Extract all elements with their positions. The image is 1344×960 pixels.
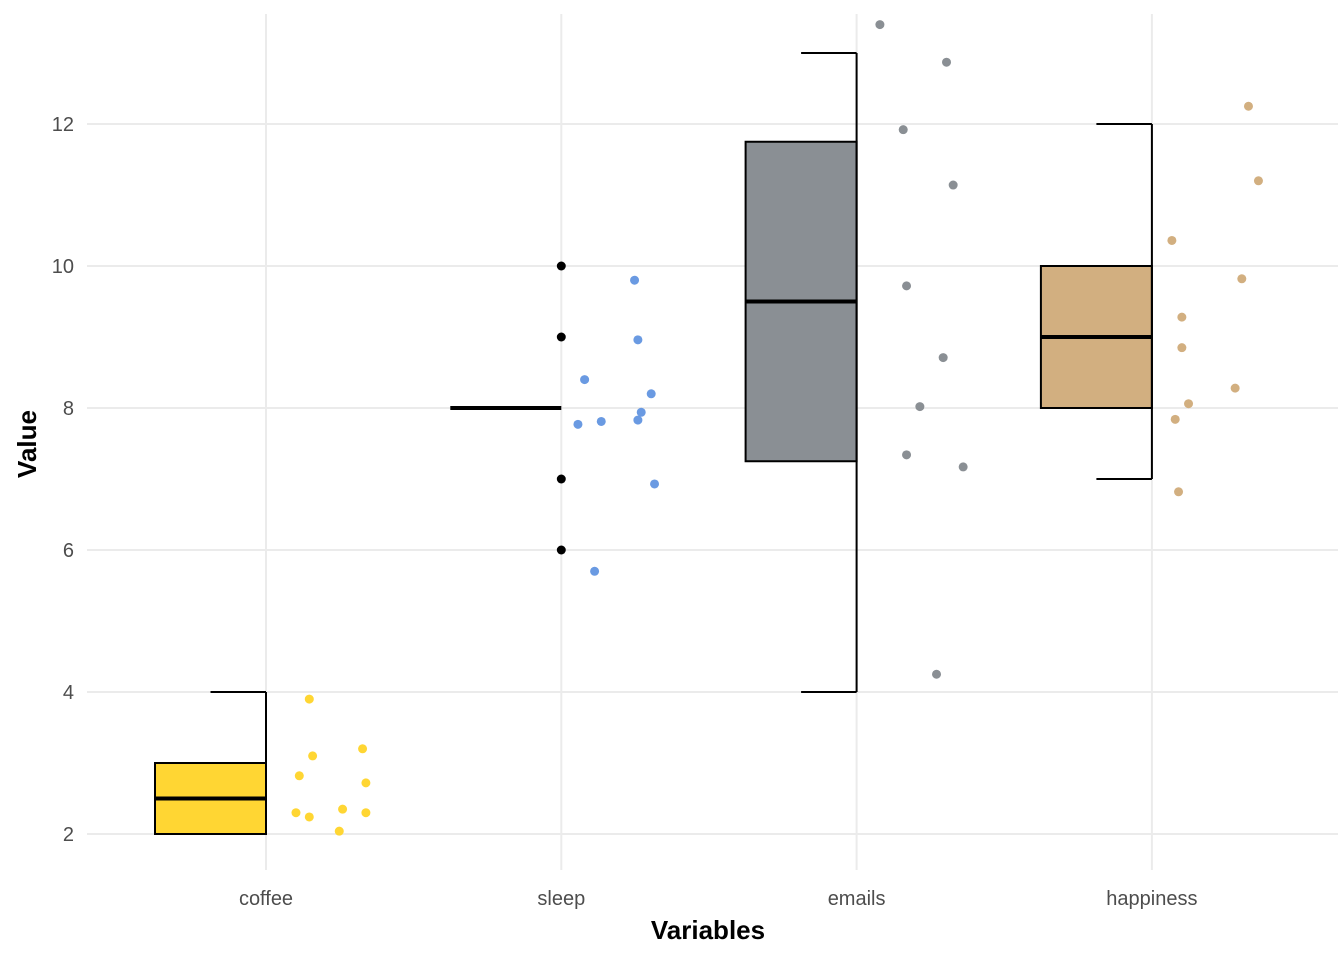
data-point <box>636 407 646 417</box>
data-point <box>1253 176 1263 186</box>
outlier-point <box>556 545 566 555</box>
data-point <box>948 180 958 190</box>
data-point <box>875 20 885 30</box>
x-tick-label-emails: emails <box>828 888 886 910</box>
data-point <box>1167 235 1177 245</box>
box-sleep <box>450 261 566 555</box>
data-point <box>1174 487 1184 497</box>
x-axis-title: Variables <box>651 915 765 945</box>
outlier-point <box>556 474 566 484</box>
box-coffee <box>154 691 267 835</box>
data-point <box>358 744 368 754</box>
y-tick-label: 4 <box>63 682 74 704</box>
data-point <box>902 281 912 291</box>
x-tick-label-sleep: sleep <box>537 888 585 910</box>
box-layer <box>154 52 1153 835</box>
data-point <box>1243 101 1253 111</box>
x-tick-label-coffee: coffee <box>239 888 293 910</box>
data-point <box>902 450 912 460</box>
points-emails <box>875 20 968 679</box>
data-point <box>304 812 314 822</box>
data-point <box>958 462 968 472</box>
box-emails <box>744 52 858 693</box>
data-point <box>361 808 371 818</box>
data-point <box>915 402 925 412</box>
data-point <box>942 57 952 67</box>
y-tick-label: 8 <box>63 398 74 420</box>
data-point <box>596 416 606 426</box>
data-point <box>650 479 660 489</box>
data-point <box>1177 343 1187 353</box>
data-point <box>1177 312 1187 322</box>
data-point <box>633 415 643 425</box>
tick-labels: 2 4 6 8 10 12 coffee sleep emails happiness <box>52 114 1198 910</box>
outlier-point <box>556 261 566 271</box>
data-point <box>294 771 304 781</box>
data-point <box>1170 414 1180 424</box>
data-point <box>898 125 908 135</box>
point-layer <box>291 20 1263 836</box>
data-point <box>573 419 583 429</box>
points-sleep <box>573 275 660 576</box>
points-coffee <box>291 694 371 836</box>
data-point <box>646 389 656 399</box>
data-point <box>932 669 942 679</box>
y-tick-label: 12 <box>52 114 74 136</box>
grid-lines <box>87 14 1338 870</box>
y-tick-label: 6 <box>63 540 74 562</box>
data-point <box>1230 383 1240 393</box>
data-point <box>334 826 344 836</box>
data-point <box>630 275 640 285</box>
data-point <box>633 335 643 345</box>
data-point <box>291 808 301 818</box>
points-happiness <box>1167 101 1263 497</box>
y-tick-label: 10 <box>52 256 74 278</box>
data-point <box>304 694 314 704</box>
outlier-point <box>556 332 566 342</box>
data-point <box>590 566 600 576</box>
data-point <box>580 375 590 385</box>
y-tick-label: 2 <box>63 824 74 846</box>
data-point <box>338 804 348 814</box>
box-happiness <box>1039 123 1153 480</box>
data-point <box>308 751 318 761</box>
x-tick-label-happiness: happiness <box>1106 888 1197 910</box>
data-point <box>1237 274 1247 284</box>
data-point <box>1184 399 1194 409</box>
y-axis-title: Value <box>12 410 42 478</box>
data-point <box>938 353 948 363</box>
data-point <box>361 778 371 788</box>
